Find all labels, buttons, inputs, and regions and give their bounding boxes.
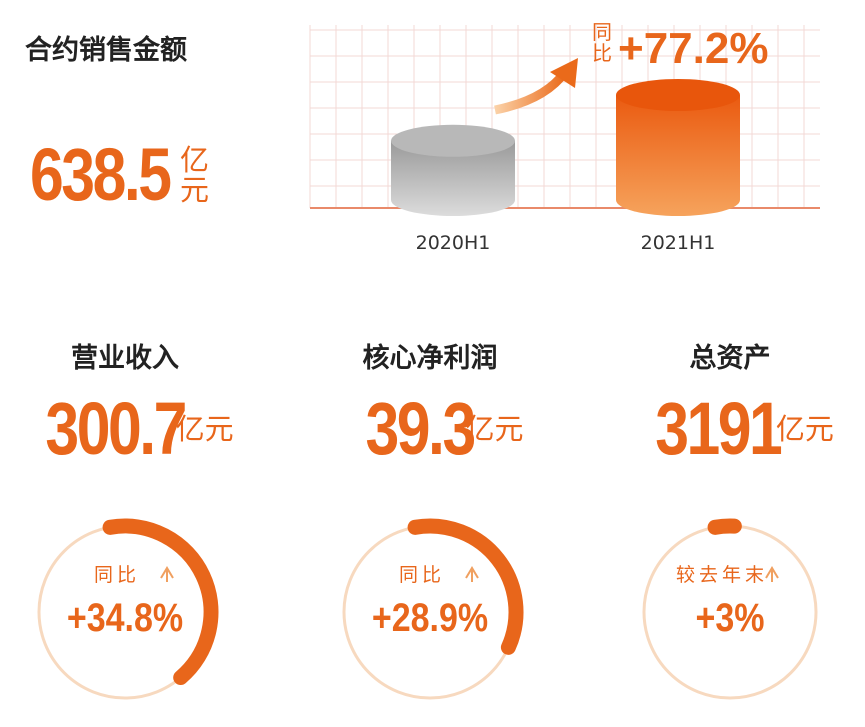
ring-arc <box>407 518 524 655</box>
cylinder-top <box>616 79 740 111</box>
cylinder <box>616 95 740 216</box>
metric-amount: 3191 <box>655 387 783 470</box>
metric-unit: 亿元 <box>175 411 234 446</box>
metric-amount: 39.3 <box>365 387 476 470</box>
ring-arc <box>707 518 742 535</box>
cylinder <box>391 140 515 216</box>
change: +3% <box>695 596 765 640</box>
arrow-head <box>550 58 578 88</box>
up-icon <box>765 566 779 582</box>
metric-amount-row: 3191 亿元 <box>655 387 834 470</box>
metric-title: 核心净利润 <box>362 343 498 374</box>
metric-title: 总资产 <box>689 343 771 374</box>
amount-row: 638.5 亿元 <box>30 138 209 212</box>
change: +28.9% <box>371 596 489 640</box>
metric-amount: 300.7 <box>45 387 187 470</box>
change: +34.8% <box>66 596 184 640</box>
category-label: 2020H1 <box>415 232 491 254</box>
amount: 638.5 <box>30 133 172 216</box>
change-label: 较去年末 <box>675 564 769 586</box>
up-icon <box>160 566 174 582</box>
metric-amount-row: 300.7 亿元 <box>45 387 234 470</box>
category-label: 2021H1 <box>640 232 716 254</box>
change-label: 同比 <box>93 564 141 586</box>
ring-arc <box>102 518 219 686</box>
up-icon <box>465 566 479 582</box>
arrow <box>494 69 569 115</box>
metric-title: 营业收入 <box>71 343 179 374</box>
change-label: 同比 <box>398 564 446 586</box>
cylinder-top <box>391 124 515 157</box>
change: +77.2% <box>618 24 769 73</box>
change-label: 同比 <box>592 20 612 65</box>
title: 合约销售金额 <box>25 35 187 66</box>
metric-unit: 亿元 <box>775 411 834 446</box>
metric-unit: 亿元 <box>465 411 524 446</box>
unit: 亿元 <box>180 142 210 207</box>
metric-amount-row: 39.3 亿元 <box>365 387 524 470</box>
